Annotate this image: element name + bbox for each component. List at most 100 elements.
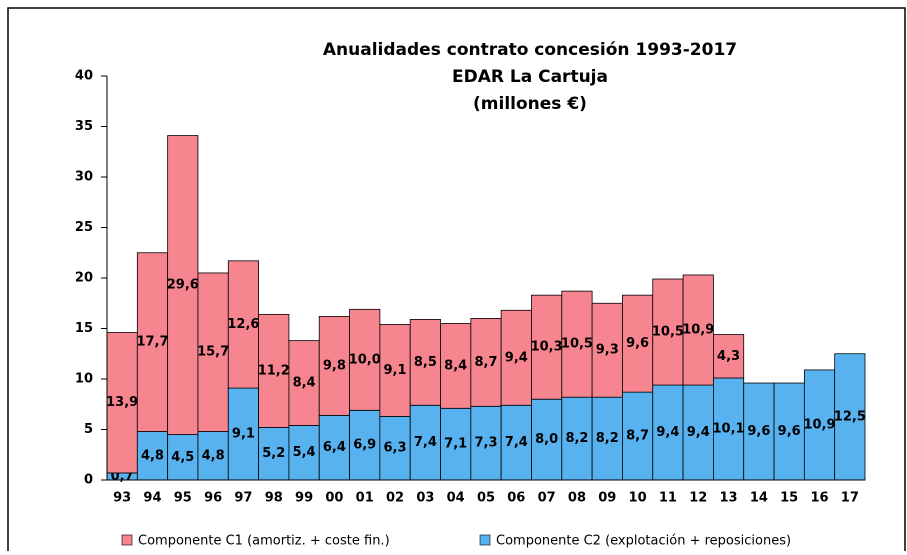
- bar-segment: [713, 377, 745, 481]
- y-tick-label: 5: [84, 422, 93, 437]
- x-tick-label: 16: [810, 491, 828, 506]
- data-label: 5,2: [262, 446, 285, 461]
- data-label: 10,5: [652, 325, 684, 340]
- bar-segment: [440, 323, 472, 409]
- bar-segment: [197, 431, 229, 481]
- bar-segment: [531, 294, 563, 400]
- data-label: 10,9: [803, 417, 835, 432]
- x-tick-label: 14: [750, 491, 768, 506]
- bar-segment: [349, 409, 381, 481]
- data-label: 9,6: [747, 424, 770, 439]
- x-tick-label: 03: [416, 491, 434, 506]
- x-tick-label: 00: [325, 491, 343, 506]
- data-label: 12,5: [834, 409, 866, 424]
- bar-segment: [167, 135, 199, 435]
- data-label: 7,3: [474, 436, 497, 451]
- data-label: 29,6: [167, 278, 199, 293]
- x-tick-label: 05: [477, 491, 495, 506]
- x-tick-label: 02: [386, 491, 404, 506]
- bar-segment: [318, 315, 350, 416]
- y-tick-label: 0: [84, 473, 93, 488]
- x-tick-label: 06: [507, 491, 525, 506]
- data-label: 8,0: [535, 432, 558, 447]
- data-label: 9,3: [596, 343, 619, 358]
- x-tick-label: 04: [447, 491, 465, 506]
- data-label: 9,1: [384, 363, 407, 378]
- data-label: 12,6: [227, 317, 259, 332]
- x-tick-label: 98: [265, 491, 283, 506]
- y-tick-label: 35: [75, 119, 93, 134]
- x-tick-label: 17: [841, 491, 859, 506]
- y-tick-label: 40: [75, 69, 93, 84]
- data-label: 9,8: [323, 358, 346, 373]
- x-tick-label: 13: [720, 491, 738, 506]
- x-tick-label: 08: [568, 491, 586, 506]
- data-label: 11,2: [258, 363, 290, 378]
- bar-segment: [652, 384, 684, 481]
- bar-segment: [136, 252, 169, 432]
- data-label: 8,7: [474, 355, 497, 370]
- y-tick-label: 20: [75, 271, 93, 286]
- bar-segment: [106, 332, 138, 474]
- x-tick-label: 07: [538, 491, 556, 506]
- data-label: 7,4: [505, 435, 528, 450]
- bar-segment: [622, 294, 654, 393]
- bar-segment: [713, 334, 745, 379]
- x-tick-label: 09: [598, 491, 616, 506]
- bar-segment: [470, 317, 502, 407]
- data-label: 8,2: [596, 431, 619, 446]
- bar-segment: [803, 369, 836, 481]
- bar-segment: [288, 340, 320, 426]
- data-label: 6,9: [353, 438, 376, 453]
- data-label: 10,3: [531, 340, 563, 355]
- data-label: 9,6: [778, 424, 801, 439]
- x-tick-label: 10: [629, 491, 647, 506]
- bar-segment: [500, 404, 532, 481]
- data-label: 15,7: [197, 345, 229, 360]
- data-label: 5,4: [293, 445, 316, 460]
- bar-segment: [379, 324, 411, 417]
- data-label: 8,7: [626, 429, 649, 444]
- data-label: 10,1: [713, 421, 745, 436]
- bar-segment: [682, 274, 714, 386]
- bar-segment: [258, 427, 290, 481]
- data-label: 4,3: [717, 349, 740, 364]
- legend-label: Componente C2 (explotación + reposicione…: [496, 534, 791, 549]
- data-label: 4,8: [141, 448, 164, 463]
- data-label: 8,4: [293, 376, 316, 391]
- bar-segment: [561, 290, 593, 398]
- y-tick-label: 10: [75, 372, 93, 387]
- x-tick-label: 12: [689, 491, 707, 506]
- bar-segment: [409, 319, 441, 406]
- y-tick-label: 15: [75, 321, 93, 336]
- data-label: 9,6: [626, 336, 649, 351]
- bar-segment: [349, 308, 381, 411]
- bar-segment: [227, 260, 259, 389]
- data-label: 9,4: [505, 350, 528, 365]
- data-label: 10,5: [561, 337, 593, 352]
- x-tick-label: 01: [356, 491, 374, 506]
- y-tick-label: 30: [75, 170, 93, 185]
- legend-swatch: [121, 534, 133, 546]
- data-label: 9,4: [687, 425, 710, 440]
- data-label: 7,4: [414, 435, 437, 450]
- data-label: 6,3: [384, 441, 407, 456]
- bar-segment: [834, 353, 866, 481]
- chart-title: Anualidades contrato concesión 1993-2017: [323, 40, 737, 60]
- x-tick-label: 93: [113, 491, 131, 506]
- x-tick-label: 96: [204, 491, 222, 506]
- chart-title: EDAR La Cartuja: [452, 67, 608, 87]
- chart-title: (millones €): [473, 94, 587, 114]
- bar-segment: [591, 396, 623, 481]
- data-label: 8,2: [565, 431, 588, 446]
- data-label: 10,0: [349, 352, 381, 367]
- data-label: 17,7: [136, 335, 168, 350]
- legend-label: Componente C1 (amortiz. + coste fin.): [138, 534, 390, 549]
- data-label: 6,4: [323, 440, 346, 455]
- data-label: 8,4: [444, 358, 467, 373]
- data-label: 9,4: [656, 425, 679, 440]
- data-label: 7,1: [444, 437, 467, 452]
- x-tick-label: 94: [143, 491, 161, 506]
- bar-segment: [258, 313, 290, 428]
